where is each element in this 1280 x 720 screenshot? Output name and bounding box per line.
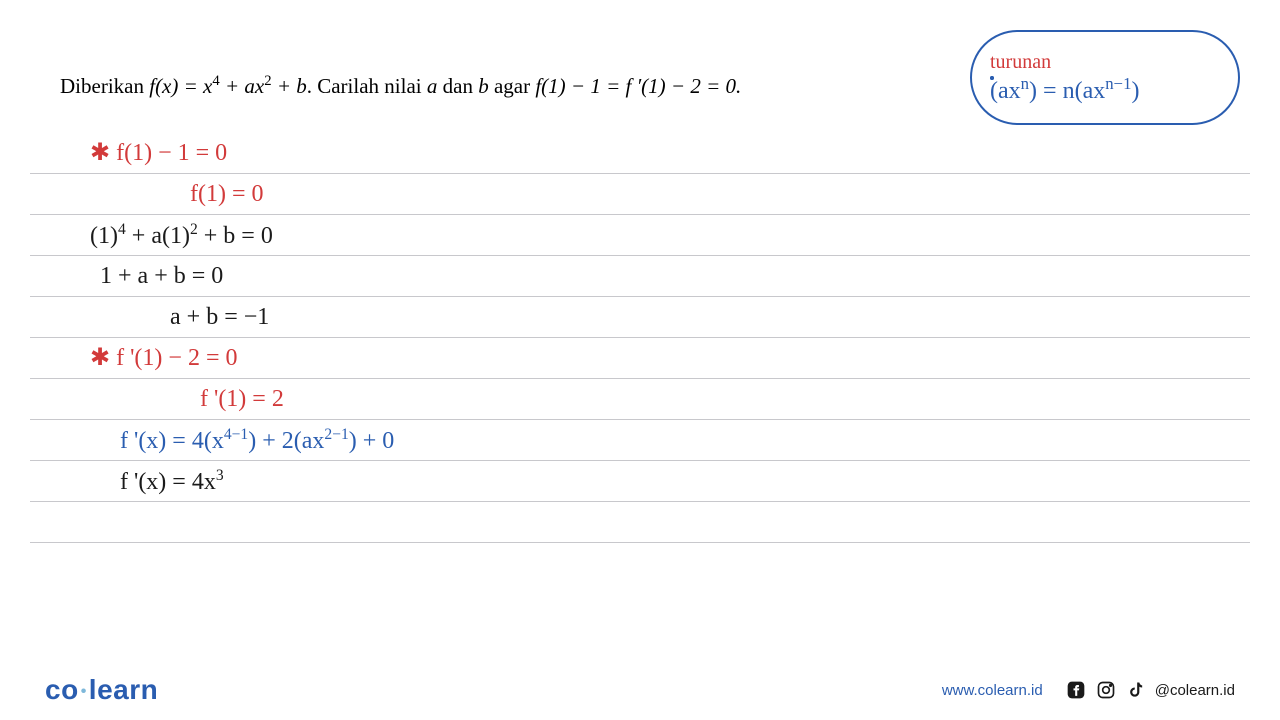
problem-pre: Diberikan [60, 74, 149, 98]
work-line: ✱ f '(1) − 2 = 0 [30, 338, 1250, 379]
logo: co•learn [45, 674, 158, 706]
problem-bvar: b [478, 74, 489, 98]
cf-mid: ) = n(ax [1029, 78, 1105, 104]
work-area: ✱ f(1) − 1 = 0 f(1) = 0 (1)4 + a(1)2 + b =… [0, 133, 1280, 543]
work-line [30, 502, 1250, 543]
handwriting-text: ✱ f(1) − 1 = 0 [60, 141, 227, 165]
handwriting-text: ✱ f '(1) − 2 = 0 [60, 346, 237, 370]
problem-ax: + ax [220, 74, 265, 98]
handwriting-text: f '(x) = 4x3 [60, 468, 224, 494]
cf-n: n [1021, 74, 1029, 93]
problem-dan: dan [437, 74, 478, 98]
handwriting-text: a + b = −1 [60, 305, 269, 329]
problem-fx: f(x) = x [149, 74, 212, 98]
hint-cloud: turunan (axn) = n(axn−1) [970, 30, 1240, 125]
work-line: (1)4 + a(1)2 + b = 0 [30, 215, 1250, 256]
cloud-title: turunan [990, 51, 1220, 74]
facebook-icon [1065, 679, 1087, 701]
logo-learn: learn [89, 674, 158, 705]
logo-co: co [45, 674, 79, 705]
problem-eq: f(1) − 1 = f ′(1) − 2 = 0. [535, 74, 741, 98]
work-line: 1 + a + b = 0 [30, 256, 1250, 297]
handwriting-text: f(1) = 0 [60, 182, 264, 206]
handwriting-text: 1 + a + b = 0 [60, 264, 223, 288]
social-icons: @colearn.id [1065, 679, 1235, 701]
cf-n1: n−1 [1105, 74, 1131, 93]
problem-a: a [427, 74, 438, 98]
sup2: 2 [264, 73, 271, 89]
cloud-formula: (axn) = n(axn−1) [990, 74, 1220, 105]
handwriting-text: (1)4 + a(1)2 + b = 0 [60, 222, 273, 248]
work-line: ✱ f(1) − 1 = 0 [30, 133, 1250, 174]
handwriting-text: f '(x) = 4(x4−1) + 2(ax2−1) + 0 [60, 427, 394, 453]
instagram-icon [1095, 679, 1117, 701]
cf-open: (ax [990, 78, 1021, 104]
logo-dot: • [79, 683, 89, 700]
footer-url: www.colearn.id [942, 682, 1043, 699]
problem-agar: agar [489, 74, 536, 98]
work-line: f(1) = 0 [30, 174, 1250, 215]
tiktok-icon [1125, 679, 1147, 701]
problem-b: + b [272, 74, 307, 98]
sup4: 4 [212, 73, 219, 89]
social-handle: @colearn.id [1155, 682, 1235, 699]
cf-close: ) [1131, 78, 1139, 104]
problem-mid: . Carilah nilai [307, 74, 427, 98]
footer: co•learn www.colearn.id @colearn.id [0, 660, 1280, 720]
work-line: f '(x) = 4x3 [30, 461, 1250, 502]
handwriting-text: f '(1) = 2 [60, 387, 284, 411]
work-line: a + b = −1 [30, 297, 1250, 338]
work-line: f '(x) = 4(x4−1) + 2(ax2−1) + 0 [30, 420, 1250, 461]
work-line: f '(1) = 2 [30, 379, 1250, 420]
